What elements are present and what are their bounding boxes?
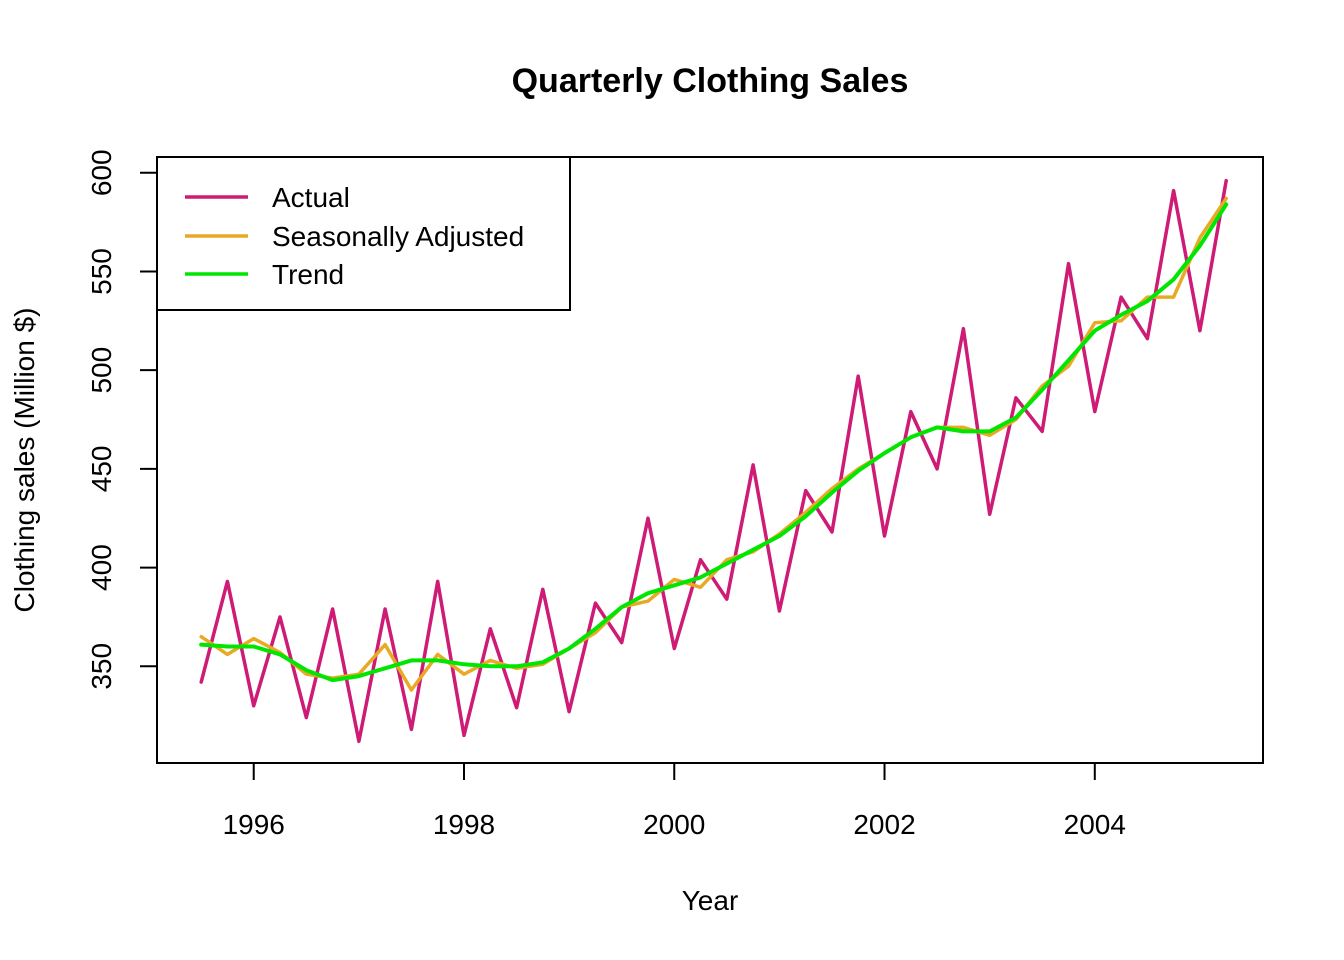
series-layer [199,178,1229,744]
x-tick-label: 1996 [223,809,285,840]
x-axis-label: Year [682,885,739,916]
y-tick-label: 550 [86,248,117,295]
legend-box [156,156,571,311]
legend-label-actual: Actual [272,182,350,213]
y-tick-label: 600 [86,149,117,196]
x-tick-label: 2004 [1064,809,1126,840]
y-tick-label: 400 [86,544,117,591]
y-tick-label: 350 [86,643,117,690]
legend: Actual Seasonally Adjusted Trend [156,156,571,311]
series-line-trend [199,202,1229,683]
x-axis: 1996 1998 2000 2002 2004 [223,762,1126,840]
legend-label-seasonally-adjusted: Seasonally Adjusted [272,221,524,252]
y-axis-label: Clothing sales (Million $) [9,307,40,612]
y-tick-label: 450 [86,446,117,493]
legend-label-trend: Trend [272,259,344,290]
x-tick-label: 2000 [643,809,705,840]
x-tick-label: 1998 [433,809,495,840]
chart-title: Quarterly Clothing Sales [512,62,909,100]
series-line-actual [199,178,1228,744]
x-tick-label: 2002 [853,809,915,840]
y-tick-label: 500 [86,347,117,394]
